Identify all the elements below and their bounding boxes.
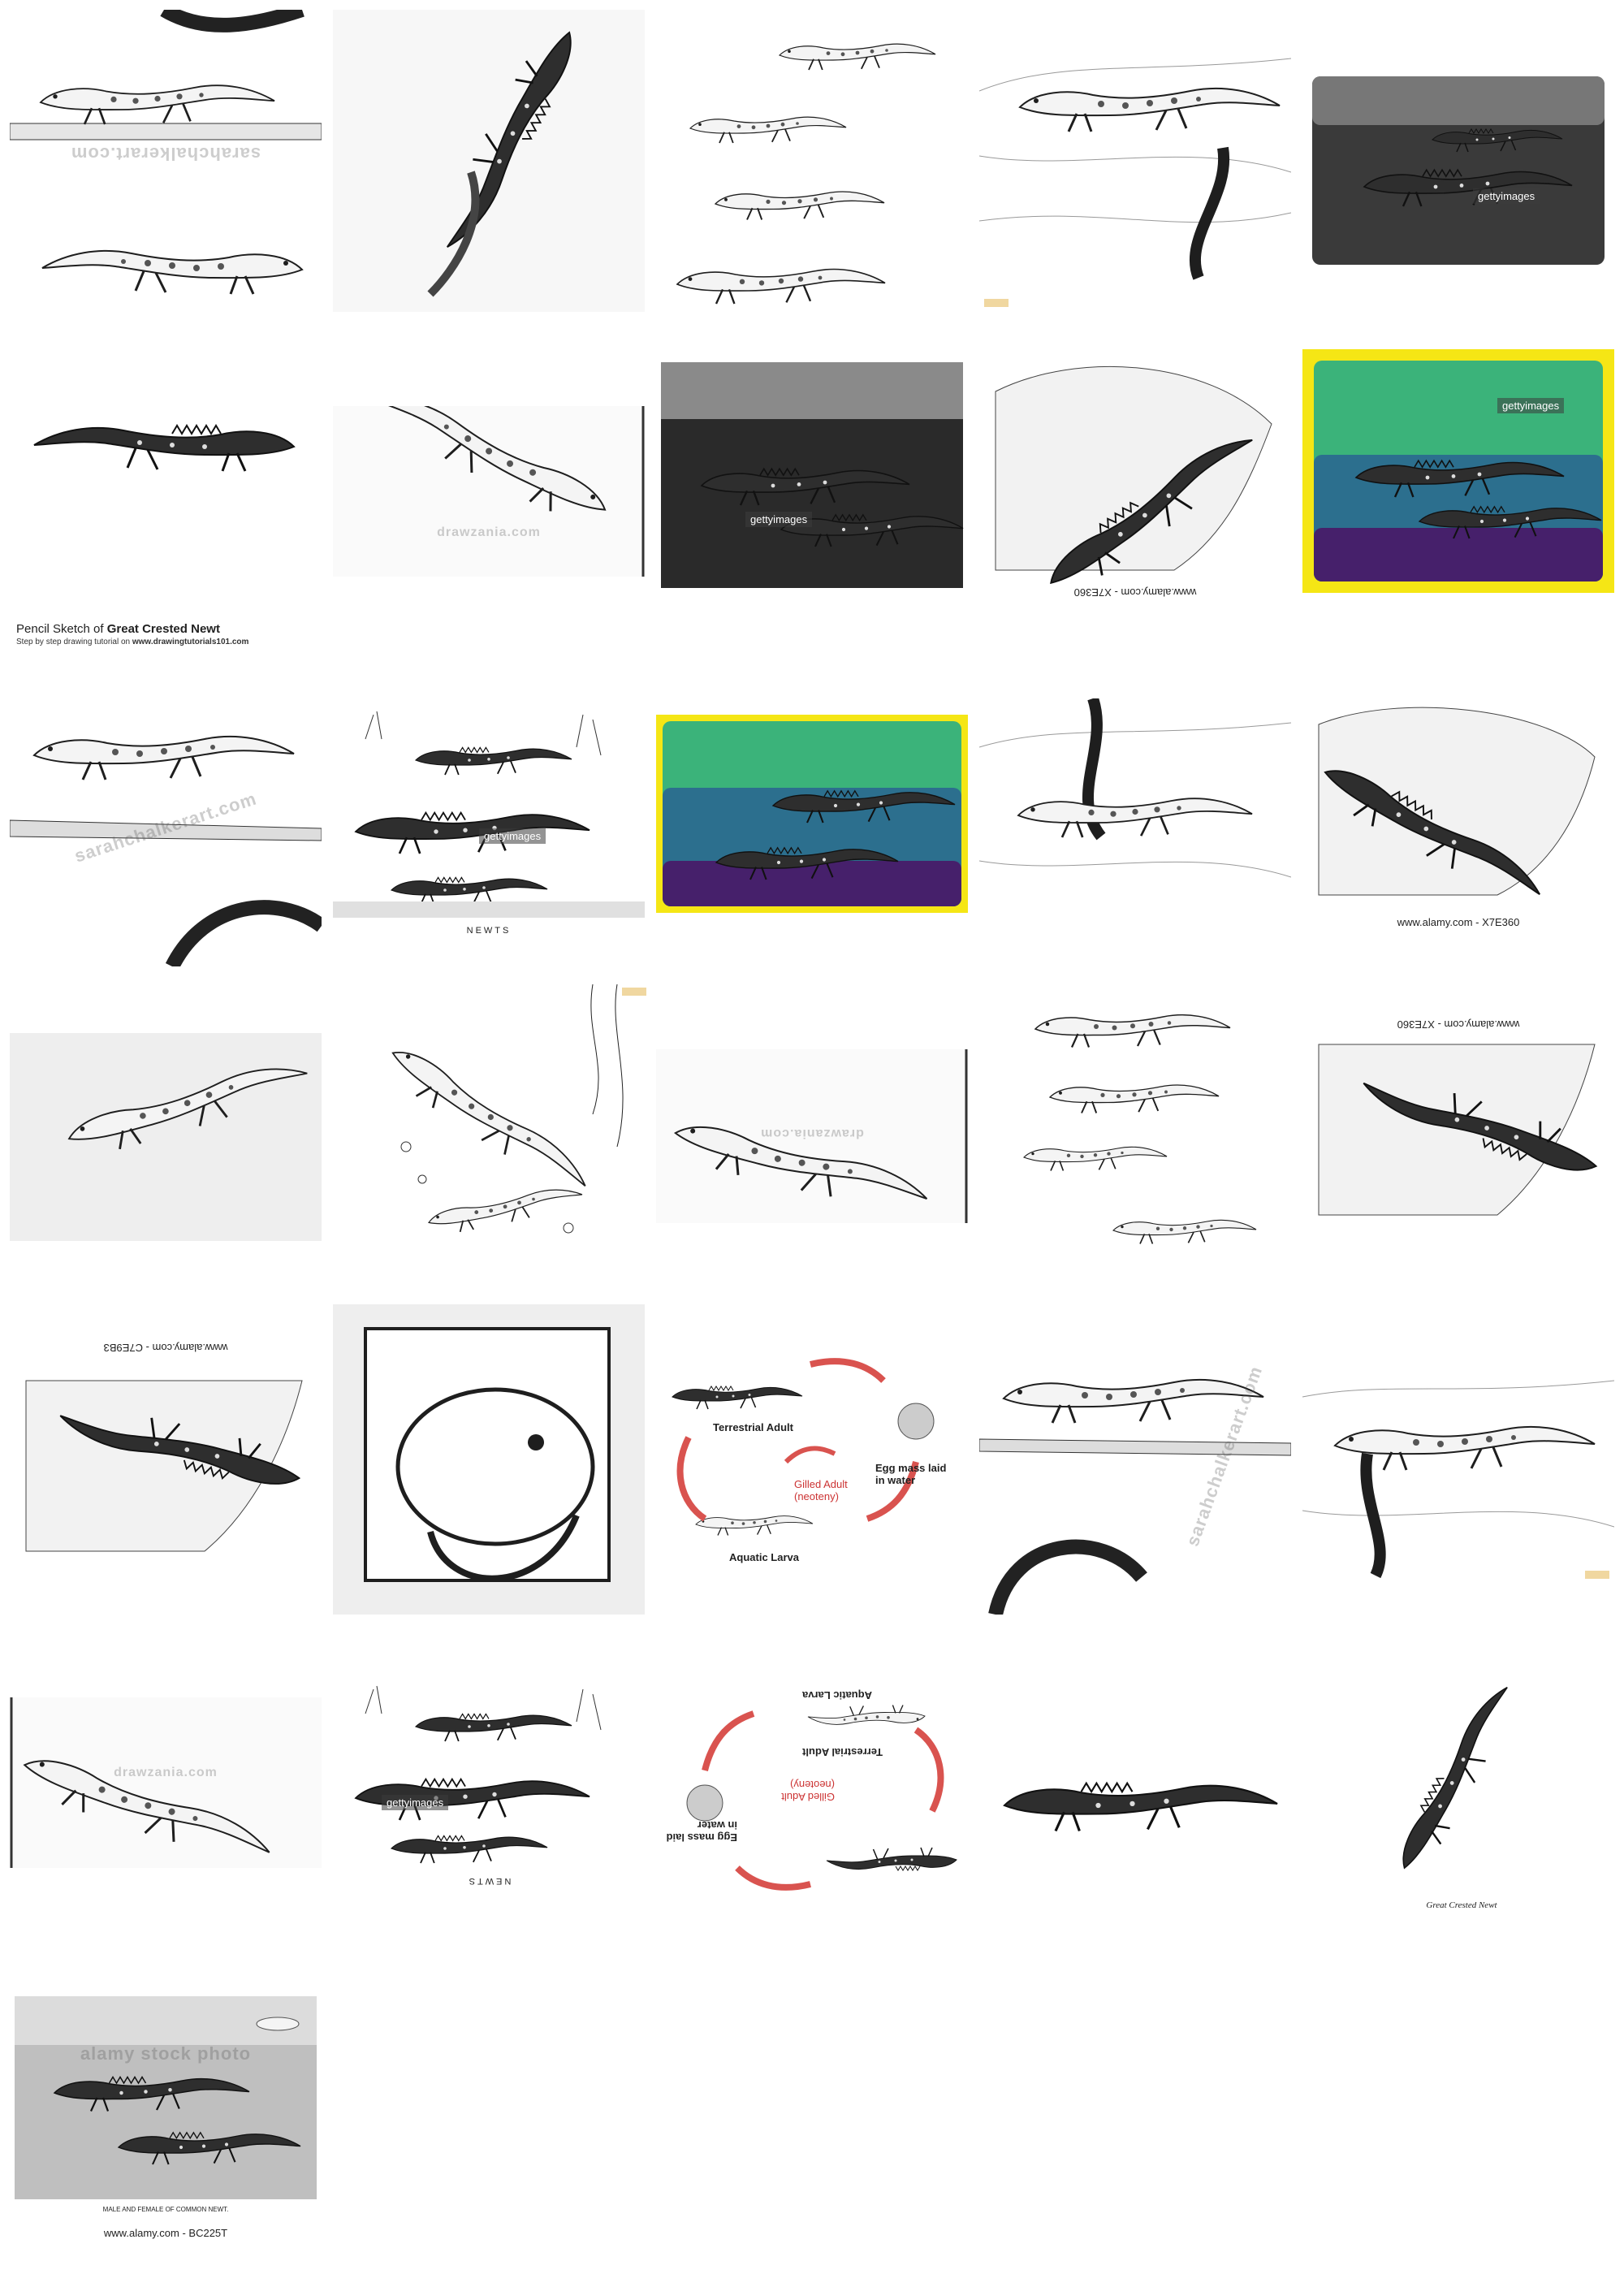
newt-log-sketch	[10, 10, 322, 312]
result-tile-21[interactable]: www.alamy.com - C7E9B3	[10, 1332, 322, 1576]
caption-sub-prefix: Step by step drawing tutorial on	[16, 638, 132, 646]
label-egg-mass: Egg mass laid in water	[666, 1819, 737, 1844]
source-badge	[622, 988, 646, 996]
getty-watermark: gettyimages	[479, 828, 546, 844]
drawzania-newt-flipped	[656, 1049, 968, 1223]
image-caption: NEWTS	[466, 1876, 512, 1886]
four-newts-sketch-2	[1007, 984, 1267, 1264]
newt-on-rock-flipped-2	[10, 1332, 322, 1576]
life-cycle-diagram-flipped	[656, 1673, 968, 1909]
pond-engraving-dark	[656, 357, 968, 593]
image-caption: www.alamy.com - X7E360	[1397, 1018, 1520, 1031]
image-caption-engraving: MALE AND FEMALE OF COMMON NEWT.	[102, 2206, 229, 2213]
result-tile-28[interactable]: Terrestrial Adult Egg mass laid in water…	[656, 1673, 968, 1909]
newt-on-leaves-2	[979, 698, 1291, 910]
result-tile-1[interactable]: sarahchalkerart.com	[10, 10, 322, 312]
image-caption: www.alamy.com - C7E9B3	[103, 1342, 228, 1354]
result-tile-30[interactable]: Great Crested Newt	[1332, 1665, 1592, 1925]
label-egg-mass: Egg mass laid in water	[875, 1462, 947, 1486]
label-aquatic-larva: Aquatic Larva	[729, 1551, 799, 1563]
newt-on-rock	[979, 343, 1291, 606]
result-tile-4[interactable]	[979, 10, 1291, 312]
newt-coloring-page	[382, 984, 650, 1260]
result-tile-12[interactable]: NEWTS gettyimages	[333, 707, 645, 950]
four-newts-sketch	[656, 10, 968, 312]
caption-prefix: Pencil Sketch of	[16, 622, 107, 636]
result-tile-3[interactable]	[656, 10, 968, 312]
result-tile-6[interactable]	[10, 333, 322, 609]
result-tile-5[interactable]: gettyimages	[1302, 10, 1614, 312]
label-aquatic-larva: Aquatic Larva	[802, 1689, 872, 1701]
drawzania-newt-2	[10, 1697, 322, 1868]
great-crested-newt-silhouette	[1332, 1665, 1592, 1925]
label-terrestrial-adult: Terrestrial Adult	[802, 1746, 883, 1758]
newt-pencil-grey	[10, 1033, 322, 1241]
result-tile-16[interactable]	[10, 1033, 322, 1241]
newt-on-rock-flipped	[1302, 1012, 1614, 1249]
result-tile-20[interactable]: www.alamy.com - X7E360	[1302, 1012, 1614, 1249]
result-tile-17[interactable]	[382, 984, 650, 1260]
source-badge	[1585, 1571, 1609, 1579]
newt-on-rock-2	[1302, 692, 1614, 944]
result-tile-27[interactable]: NEWTS gettyimages	[333, 1681, 645, 1900]
newt-log-sketch-3	[979, 1334, 1291, 1615]
result-tile-10[interactable]: gettyimages	[1302, 349, 1614, 593]
common-newt-engraving	[10, 1991, 322, 2251]
caption-bold: Great Crested Newt	[106, 622, 220, 636]
image-caption: Great Crested Newt	[1426, 1900, 1497, 1910]
image-caption: www.alamy.com - X7E360	[1073, 586, 1197, 599]
pencil-sketch-caption: Pencil Sketch of Great Crested Newt Step…	[16, 622, 406, 646]
newt-bold-ink	[333, 1304, 645, 1615]
result-tile-15[interactable]: www.alamy.com - X7E360	[1302, 692, 1614, 944]
label-gilled-adult: Gilled Adult (neoteny)	[794, 1478, 848, 1502]
getty-watermark: gettyimages	[1497, 398, 1565, 413]
result-tile-9[interactable]: www.alamy.com - X7E360	[979, 343, 1291, 606]
result-tile-25[interactable]	[1302, 1364, 1614, 1584]
result-tile-11[interactable]: sarahchalkerart.com	[10, 690, 322, 966]
pond-engraving	[1302, 10, 1614, 312]
viridis-pond-engraving	[1302, 349, 1614, 593]
result-tile-22[interactable]	[333, 1304, 645, 1615]
result-tile-24[interactable]: sarahchalkerart.com	[979, 1334, 1291, 1615]
source-badge	[984, 299, 1009, 307]
newt-on-leaves-3	[1302, 1364, 1614, 1584]
result-tile-18[interactable]: drawzania.com	[656, 1049, 968, 1223]
image-caption: NEWTS	[466, 926, 512, 936]
newts-engraving-2	[333, 1681, 645, 1900]
caption-site-link[interactable]: www.drawingtutorials101.com	[132, 638, 249, 646]
result-tile-8[interactable]: gettyimages	[656, 357, 968, 593]
result-tile-26[interactable]: drawzania.com	[10, 1697, 322, 1868]
label-gilled-adult: Gilled Adult (neoteny)	[781, 1779, 835, 1803]
result-tile-2[interactable]	[333, 10, 645, 312]
newt-log-sketch-2	[10, 690, 322, 966]
result-tile-31[interactable]: alamy stock photo MALE AND FEMALE OF COM…	[10, 1991, 322, 2251]
image-caption: www.alamy.com - X7E360	[1397, 916, 1520, 928]
crested-newt-realistic	[10, 333, 322, 609]
life-cycle-diagram	[656, 1340, 968, 1584]
newt-on-leaves	[979, 10, 1291, 312]
crested-newt-side	[979, 1714, 1291, 1884]
crested-newt-pencil	[333, 10, 645, 312]
result-tile-29[interactable]	[979, 1714, 1291, 1884]
drawzania-newt	[333, 406, 645, 577]
getty-watermark: gettyimages	[745, 512, 813, 527]
result-tile-13[interactable]	[656, 715, 968, 913]
result-tile-23[interactable]: Terrestrial Adult Egg mass laid in water…	[656, 1340, 968, 1584]
label-terrestrial-adult: Terrestrial Adult	[713, 1421, 793, 1433]
image-caption: www.alamy.com - BC225T	[103, 2227, 228, 2239]
getty-watermark: gettyimages	[382, 1795, 449, 1810]
result-tile-7[interactable]: drawzania.com	[333, 406, 645, 577]
result-tile-14[interactable]	[979, 698, 1291, 910]
getty-watermark: gettyimages	[1473, 188, 1540, 204]
result-tile-19[interactable]	[1007, 984, 1267, 1264]
viridis-pond-engraving-2	[656, 715, 968, 913]
